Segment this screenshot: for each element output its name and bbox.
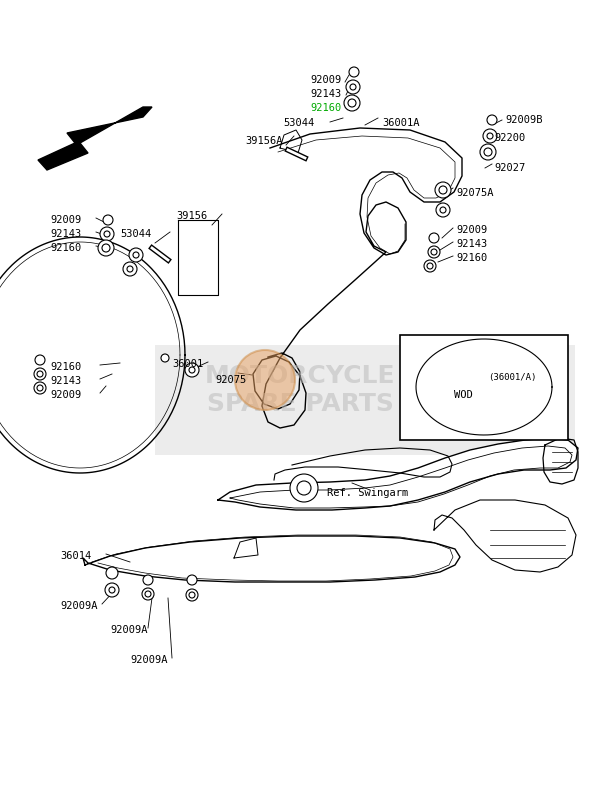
Circle shape <box>105 583 119 597</box>
Circle shape <box>98 240 114 256</box>
Circle shape <box>346 80 360 94</box>
Text: 92160: 92160 <box>456 253 487 263</box>
Circle shape <box>34 382 46 394</box>
Text: 92009: 92009 <box>310 75 341 85</box>
Circle shape <box>480 144 496 160</box>
Circle shape <box>428 246 440 258</box>
Text: 92143: 92143 <box>310 89 341 99</box>
Circle shape <box>483 129 497 143</box>
Circle shape <box>186 589 198 601</box>
Circle shape <box>436 203 450 217</box>
Circle shape <box>487 115 497 125</box>
Text: 92009: 92009 <box>456 225 487 235</box>
Text: 92143: 92143 <box>50 229 81 239</box>
Text: 92143: 92143 <box>456 239 487 249</box>
Bar <box>155 345 575 455</box>
Text: 92143: 92143 <box>50 376 81 386</box>
Text: 92160: 92160 <box>50 362 81 372</box>
Text: Ref. Swingarm: Ref. Swingarm <box>327 488 408 498</box>
Text: 92160: 92160 <box>50 243 81 253</box>
Text: 39156A: 39156A <box>245 136 283 146</box>
Text: MOTORCYCLE
SPARE PARTS: MOTORCYCLE SPARE PARTS <box>205 364 395 416</box>
Text: 36014: 36014 <box>60 551 91 561</box>
Circle shape <box>106 567 118 579</box>
Circle shape <box>429 233 439 243</box>
Circle shape <box>129 248 143 262</box>
Circle shape <box>235 350 295 410</box>
Circle shape <box>424 260 436 272</box>
Circle shape <box>187 575 197 585</box>
Circle shape <box>143 575 153 585</box>
Text: 92200: 92200 <box>494 133 525 143</box>
Bar <box>400 335 568 440</box>
Circle shape <box>142 588 154 600</box>
Text: 92009A: 92009A <box>60 601 98 611</box>
Text: (36001/A): (36001/A) <box>488 373 537 382</box>
Circle shape <box>34 368 46 380</box>
Text: 36001A: 36001A <box>382 118 419 128</box>
Text: 92027: 92027 <box>494 163 525 173</box>
Text: 92075A: 92075A <box>456 188 494 198</box>
Text: 92009B: 92009B <box>505 115 542 125</box>
Text: WOD: WOD <box>454 390 473 400</box>
Circle shape <box>161 354 169 362</box>
Text: 92009A: 92009A <box>130 655 167 665</box>
Circle shape <box>349 67 359 77</box>
Text: 39156: 39156 <box>176 211 207 221</box>
Text: 36001: 36001 <box>172 359 203 369</box>
Text: 92160: 92160 <box>310 103 341 113</box>
Circle shape <box>100 227 114 241</box>
Polygon shape <box>218 438 578 510</box>
Circle shape <box>290 474 318 502</box>
Text: 53044: 53044 <box>120 229 151 239</box>
Text: 92075: 92075 <box>215 375 246 385</box>
Text: 92009A: 92009A <box>110 625 147 635</box>
Circle shape <box>344 95 360 111</box>
Text: 92009: 92009 <box>50 215 81 225</box>
Circle shape <box>103 215 113 225</box>
Circle shape <box>435 182 451 198</box>
Text: 92009: 92009 <box>50 390 81 400</box>
Polygon shape <box>83 536 460 582</box>
Circle shape <box>123 262 137 276</box>
Text: 53044: 53044 <box>283 118 315 128</box>
Circle shape <box>35 355 45 365</box>
Polygon shape <box>38 107 152 170</box>
Circle shape <box>185 363 199 377</box>
